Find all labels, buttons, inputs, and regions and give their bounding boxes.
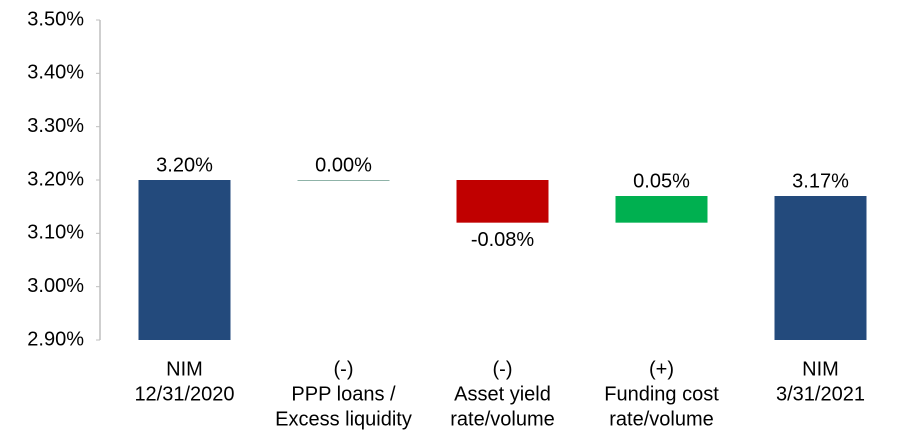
x-tick-label: (-) bbox=[493, 358, 513, 380]
data-label: 0.00% bbox=[315, 154, 372, 176]
bar bbox=[297, 180, 390, 181]
bar bbox=[615, 196, 708, 223]
x-tick-label: rate/volume bbox=[609, 408, 714, 430]
y-tick-label: 3.20% bbox=[27, 168, 84, 190]
y-tick-label: 2.90% bbox=[27, 328, 84, 350]
y-tick-label: 3.30% bbox=[27, 115, 84, 137]
y-tick-label: 3.50% bbox=[27, 8, 84, 30]
x-tick-label: 3/31/2021 bbox=[776, 383, 865, 405]
x-tick-label: Asset yield bbox=[454, 383, 551, 405]
data-label: 3.20% bbox=[156, 154, 213, 176]
x-tick-label: (+) bbox=[649, 358, 674, 380]
y-tick-label: 3.40% bbox=[27, 62, 84, 84]
x-tick-label: rate/volume bbox=[450, 408, 555, 430]
x-tick-label: NIM bbox=[802, 358, 839, 380]
y-tick-label: 3.00% bbox=[27, 275, 84, 297]
x-tick-label: Excess liquidity bbox=[275, 408, 412, 430]
bar bbox=[774, 196, 867, 340]
data-label: 3.17% bbox=[792, 170, 849, 192]
x-tick-label: (-) bbox=[334, 358, 354, 380]
data-label: 0.05% bbox=[633, 170, 690, 192]
data-label: -0.08% bbox=[471, 229, 535, 251]
bar bbox=[138, 180, 231, 340]
x-tick-label: Funding cost bbox=[604, 383, 719, 405]
x-tick-label: PPP loans / bbox=[291, 383, 396, 405]
x-tick-label: 12/31/2020 bbox=[134, 383, 234, 405]
x-tick-label: NIM bbox=[166, 358, 203, 380]
y-tick-label: 3.10% bbox=[27, 222, 84, 244]
bar bbox=[456, 180, 549, 223]
